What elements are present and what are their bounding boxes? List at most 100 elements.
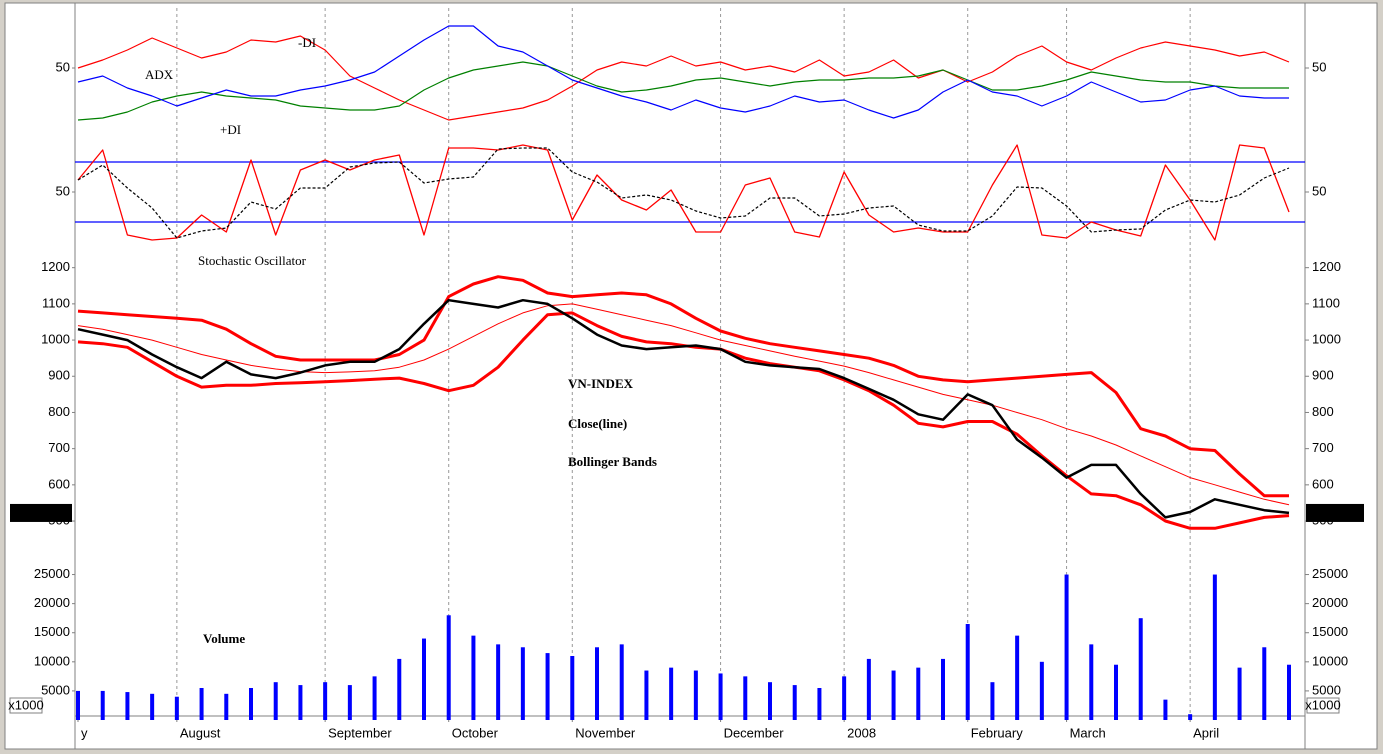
x-tick-label: November (575, 725, 636, 740)
y-tick-label: 1000 (41, 331, 70, 346)
bar (1188, 714, 1193, 720)
bar (595, 647, 599, 720)
x-tick-label: February (971, 725, 1024, 740)
bar (372, 676, 377, 720)
y-tick-label: 700 (48, 440, 70, 455)
series-line (77, 275, 1289, 498)
bar (323, 682, 328, 720)
series-line (77, 303, 1290, 506)
bar (768, 682, 772, 720)
series-label: -DI (298, 35, 316, 50)
series-line (77, 298, 1290, 519)
bar (273, 682, 278, 720)
annotation: Bollinger Bands (568, 454, 657, 469)
y-tick-label: 20000 (34, 595, 70, 610)
bar (1089, 644, 1094, 720)
y-tick-label-right: 1100 (1312, 295, 1340, 310)
bar (916, 667, 921, 720)
last-value-box (1306, 503, 1364, 522)
bar (1039, 661, 1044, 720)
unit-label: x1000 (1305, 697, 1340, 712)
y-tick-label: 900 (48, 368, 70, 383)
bar (249, 688, 253, 720)
bar (644, 670, 649, 720)
y-tick-label-right: 600 (1312, 476, 1334, 491)
panel-title: Volume (203, 631, 245, 646)
bar (619, 644, 624, 720)
y-tick-label-right: 20000 (1312, 595, 1348, 610)
last-value-box (10, 503, 72, 522)
bar (76, 690, 80, 720)
bar (965, 624, 970, 720)
x-tick-label: September (328, 725, 392, 740)
series-line (77, 144, 1290, 241)
y-tick-label-right: 900 (1312, 368, 1334, 383)
bar (1163, 699, 1168, 720)
x-tick-label: April (1193, 725, 1219, 740)
y-tick-label-right: 25000 (1312, 566, 1348, 581)
x-tick-label: October (452, 725, 499, 740)
y-tick-label-right: 15000 (1312, 624, 1348, 639)
last-value-label: 522.360 (18, 504, 65, 519)
bar (224, 693, 229, 720)
y-tick-label-right: 1200 (1312, 259, 1341, 274)
bar (347, 685, 352, 720)
bar (570, 656, 575, 720)
bar (718, 673, 723, 720)
x-tick-label: March (1070, 725, 1106, 740)
annotation: VN-INDEX (568, 376, 634, 391)
y-tick-label: 10000 (34, 653, 70, 668)
bar (471, 635, 476, 720)
bar (1064, 574, 1069, 720)
panel-title: Stochastic Oscillator (198, 253, 307, 268)
bar (1212, 574, 1217, 720)
bar (842, 676, 847, 720)
x-tick-label: August (180, 725, 221, 740)
y-tick-label-right: 1000 (1312, 331, 1341, 346)
unit-box (9, 697, 43, 714)
y-tick-label: 15000 (34, 624, 70, 639)
bar (174, 696, 179, 720)
bar (298, 685, 303, 720)
bar (941, 658, 945, 720)
series-line (77, 35, 1290, 121)
bar (125, 692, 130, 720)
bar (446, 615, 451, 720)
y-tick-label: 50 (56, 183, 70, 198)
bar (1287, 664, 1291, 720)
bar (1015, 635, 1020, 720)
bar (792, 685, 797, 720)
bar (1114, 664, 1118, 720)
y-tick-label-right: 10000 (1312, 653, 1348, 668)
y-tick-label-right: 50 (1312, 183, 1326, 198)
y-tick-label: 5000 (41, 682, 70, 697)
x-tick-label: December (724, 725, 785, 740)
bar (817, 688, 822, 720)
series-label: +DI (220, 122, 241, 137)
unit-box (1306, 697, 1340, 714)
last-value-label: 522.360 (1312, 504, 1359, 519)
y-tick-label: 800 (48, 404, 70, 419)
bar (1138, 618, 1143, 720)
y-tick-label: 1100 (42, 295, 70, 310)
chart-background (4, 2, 1378, 750)
bar (150, 693, 155, 720)
bar (990, 682, 995, 720)
series-label: ADX (145, 67, 174, 82)
y-tick-label-right: 5000 (1312, 682, 1341, 697)
y-tick-label-right: 700 (1312, 440, 1334, 455)
bar (866, 658, 871, 720)
y-tick-label: 25000 (34, 566, 70, 581)
bar (397, 658, 402, 720)
bar (891, 670, 896, 720)
y-tick-label-right: 50 (1312, 59, 1326, 74)
bar (520, 647, 525, 720)
series-line (77, 61, 1289, 121)
bar (199, 688, 204, 720)
bar (100, 690, 105, 720)
bar (496, 644, 501, 720)
unit-label: x1000 (8, 697, 43, 712)
y-tick-label: 1200 (41, 259, 70, 274)
